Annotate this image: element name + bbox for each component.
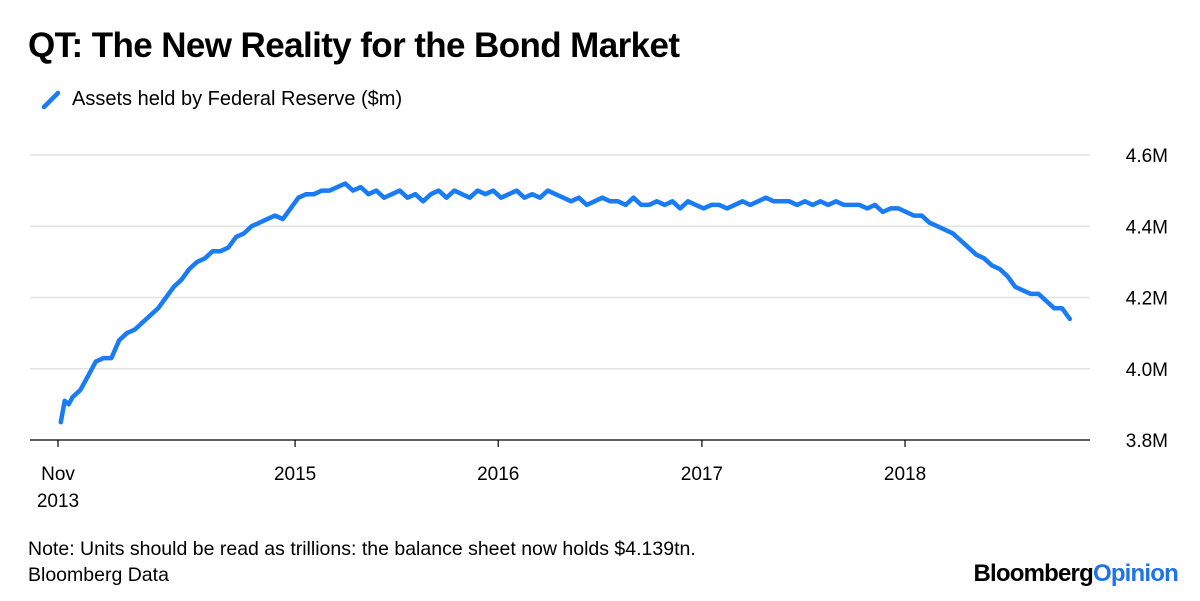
y-tick-label: 4.2M: [1126, 289, 1168, 310]
x-axis: Nov 2013 2015 2016 2017 2018: [37, 440, 926, 512]
logo-opinion: Opinion: [1092, 560, 1179, 587]
x-tick-label: 2017: [681, 464, 723, 485]
x-tick-label: 2015: [274, 464, 316, 485]
footnote: Note: Units should be read as trillions:…: [28, 536, 696, 588]
x-tick-label: Nov: [41, 464, 75, 485]
chart-title: QT: The New Reality for the Bond Market: [28, 26, 680, 65]
source-text: Bloomberg Data: [28, 564, 169, 586]
legend: Assets held by Federal Reserve ($m): [40, 88, 402, 111]
series-line-fed-assets: [58, 181, 1073, 425]
bloomberg-opinion-logo: BloombergOpinion: [973, 560, 1178, 588]
y-tick-label: 4.6M: [1126, 146, 1168, 167]
gridlines: [30, 154, 1090, 441]
note-text: Note: Units should be read as trillions:…: [28, 538, 696, 560]
y-tick-label: 4.4M: [1126, 217, 1168, 238]
diagonal-line-icon: [41, 90, 61, 109]
x-tick-label: 2016: [477, 464, 519, 485]
y-tick-label: 3.8M: [1126, 431, 1168, 452]
x-tick-label-year: 2013: [37, 491, 79, 512]
y-axis: 3.8M 4.0M 4.2M 4.4M 4.6M: [1126, 146, 1168, 452]
line-chart: 3.8M 4.0M 4.2M 4.4M 4.6M Nov 2013 2015 2016 2017…: [30, 146, 1168, 512]
x-tick-label: 2018: [884, 464, 926, 485]
legend-label: Assets held by Federal Reserve ($m): [72, 88, 403, 110]
logo-bloomberg: Bloomberg: [973, 560, 1093, 587]
y-tick-label: 4.0M: [1126, 360, 1168, 381]
